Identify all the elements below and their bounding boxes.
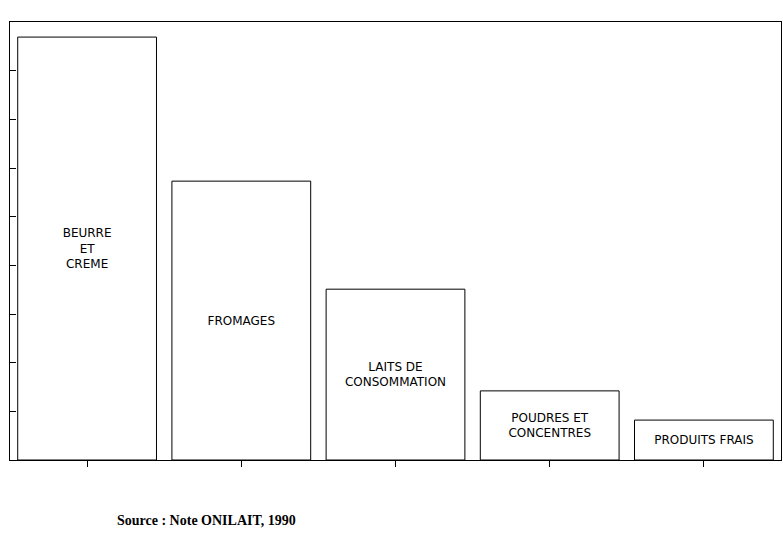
svg-text:LAITS DECONSOMMATION: LAITS DECONSOMMATION	[345, 360, 446, 390]
svg-text:Source : Note ONILAIT, 1990: Source : Note ONILAIT, 1990	[117, 513, 296, 528]
svg-text:POUDRES ETCONCENTRES: POUDRES ETCONCENTRES	[508, 411, 591, 441]
svg-text:PRODUITS FRAIS: PRODUITS FRAIS	[654, 433, 753, 447]
svg-text:FROMAGES: FROMAGES	[208, 314, 276, 328]
svg-text:BEURREETCREME: BEURREETCREME	[63, 226, 112, 271]
